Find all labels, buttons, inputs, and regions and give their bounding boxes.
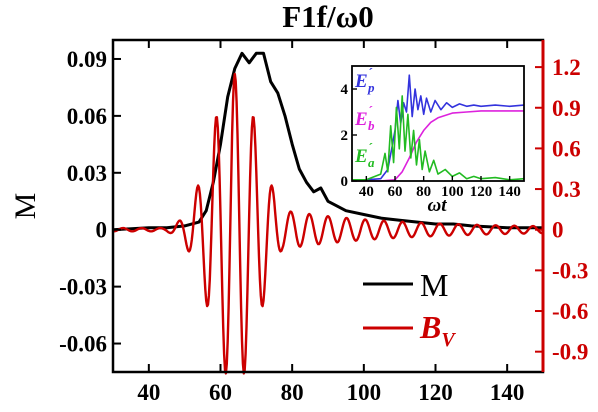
x-tick-label: 140 — [490, 380, 525, 405]
y-right-tick-label: 0.9 — [552, 96, 581, 121]
inset-x-tick-label: 40 — [359, 184, 374, 200]
y-left-tick-label: -0.03 — [59, 275, 107, 300]
inset-label-sup: ´ — [368, 103, 373, 118]
legend-label-bv-sub: V — [441, 329, 456, 351]
legend-label-bv-main: B — [419, 309, 441, 345]
y-right-tick-label: 0.6 — [552, 136, 581, 161]
inset-x-tick-label: 60 — [388, 184, 403, 200]
inset-y-tick-label: 4 — [341, 82, 349, 98]
inset-label-sub: a — [368, 155, 375, 170]
y-axis-label-left: M — [9, 193, 42, 220]
inset-label-sub: b — [368, 118, 375, 133]
inset-x-axis-label: ωt — [427, 195, 447, 216]
x-tick-label: 120 — [418, 380, 453, 405]
inset-label-main: E — [354, 146, 368, 167]
x-tick-label: 40 — [137, 380, 160, 405]
inset-label-sub: p — [367, 80, 375, 95]
inset-series-line — [352, 110, 524, 182]
y-right-tick-label: 1.2 — [552, 55, 581, 80]
inset-background — [352, 66, 524, 181]
inset-label-b: E´ b — [354, 103, 375, 133]
y-left-tick-label: -0.06 — [59, 332, 107, 357]
x-tick-label: 100 — [347, 380, 382, 405]
legend-label-bv: BV — [419, 309, 456, 351]
inset-series-line — [352, 74, 525, 181]
y-right-tick-label: 0 — [552, 218, 564, 243]
inset-label-sup: ´ — [368, 65, 373, 80]
inset-label-a: E´ a — [354, 140, 375, 170]
y-right-tick-label: -0.3 — [552, 258, 588, 283]
y-right-tick-label: -0.6 — [552, 299, 588, 324]
x-tick-label: 60 — [209, 380, 232, 405]
y-right-tick-label: 0.3 — [552, 177, 581, 202]
inset-label-main: E — [354, 109, 368, 130]
y-left-tick-label: 0 — [96, 218, 108, 243]
inset-frame — [351, 65, 525, 182]
inset-label-sup: ´ — [368, 140, 373, 155]
y-left-tick-label: 0.09 — [67, 47, 107, 72]
inset-label-p: E´ p — [354, 65, 375, 95]
inset-series-line — [352, 95, 525, 181]
inset-x-tick-label: 100 — [441, 184, 464, 200]
inset-label-main: E — [354, 71, 368, 92]
inset-y-tick-label: 2 — [341, 128, 349, 144]
inset-x-tick-label: 80 — [416, 184, 431, 200]
inset-y-tick-label: 0 — [341, 174, 349, 190]
legend-label-m: M — [420, 267, 448, 303]
y-left-tick-label: 0.03 — [67, 161, 107, 186]
y-left-tick-label: 0.06 — [67, 104, 107, 129]
series-line-m — [112, 51, 543, 232]
inset-x-tick-label: 120 — [470, 184, 493, 200]
x-tick-label: 80 — [281, 380, 304, 405]
series-line-bv — [112, 72, 544, 375]
y-right-tick-label: -0.9 — [552, 340, 588, 365]
inset-x-tick-label: 140 — [498, 184, 521, 200]
chart-title: F1f/ω0 — [282, 0, 374, 34]
